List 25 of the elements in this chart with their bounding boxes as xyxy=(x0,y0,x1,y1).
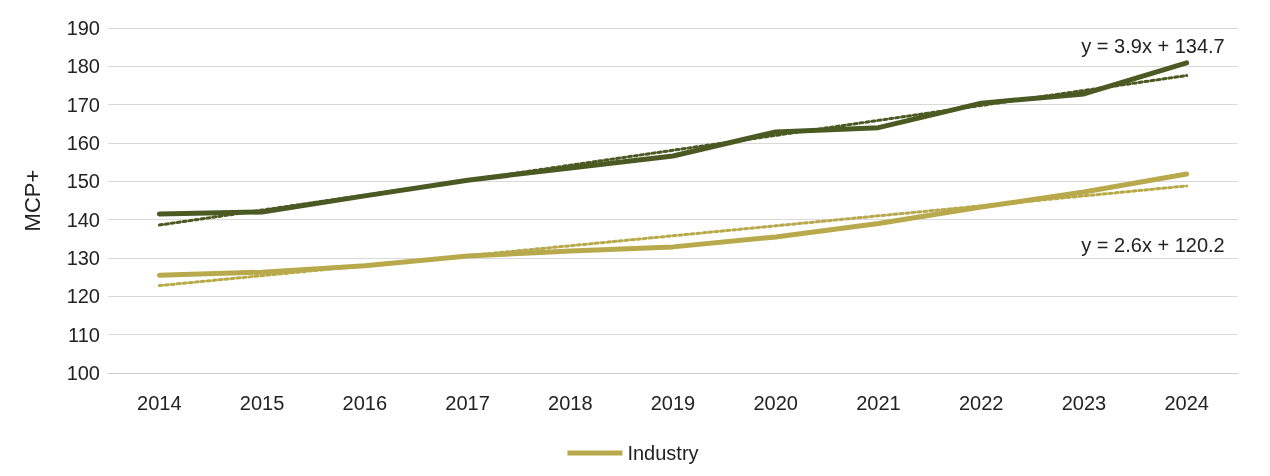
x-tick-label: 2024 xyxy=(1164,392,1209,414)
y-tick-label: 150 xyxy=(66,170,100,193)
y-tick-label: 110 xyxy=(68,323,100,346)
y-tick-label: 140 xyxy=(66,208,100,231)
y-tick-label: 160 xyxy=(66,132,100,154)
x-tick-label: 2018 xyxy=(548,392,593,414)
x-tick-label: 2014 xyxy=(137,392,182,414)
y-tick-label: 190 xyxy=(66,17,100,39)
x-tick-label: 2020 xyxy=(753,392,798,414)
annotation: y = 3.9x + 134.7 xyxy=(1081,35,1225,57)
x-tick-label: 2022 xyxy=(958,392,1004,414)
x-tick-label: 2023 xyxy=(1061,392,1107,414)
legend-label: Industry xyxy=(627,442,699,464)
x-tick-label: 2017 xyxy=(445,392,490,414)
y-axis-title: MCP+ xyxy=(19,169,45,232)
y-tick-label: 130 xyxy=(66,247,100,269)
y-tick-label: 170 xyxy=(66,93,100,116)
x-tick-label: 2015 xyxy=(239,392,285,414)
y-tick-label: 180 xyxy=(66,55,100,78)
x-tick-label: 2019 xyxy=(650,392,696,414)
annotation: y = 2.6x + 120.2 xyxy=(1081,234,1225,256)
y-tick-label: 120 xyxy=(66,285,100,308)
x-tick-label: 2016 xyxy=(342,392,388,414)
y-tick-label: 100 xyxy=(66,362,100,384)
x-tick-label: 2021 xyxy=(856,392,901,414)
